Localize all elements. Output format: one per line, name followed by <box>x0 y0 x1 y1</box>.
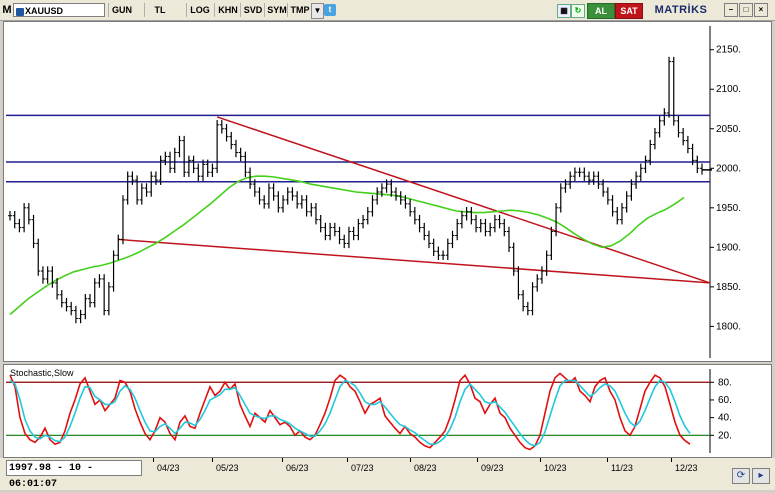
period-button-gun[interactable]: GUN <box>108 3 135 17</box>
stoch-y-tick-label: 20. <box>718 430 732 441</box>
x-tick <box>671 458 672 462</box>
x-tick <box>212 458 213 462</box>
log-scale-button[interactable]: LOG <box>186 3 213 17</box>
minimize-icon[interactable]: – <box>724 3 738 17</box>
x-tick-label: 12/23 <box>675 463 698 473</box>
stoch-y-tick-label: 60. <box>718 395 732 406</box>
symbol-field[interactable]: XAUUSD <box>13 3 105 17</box>
x-tick <box>410 458 411 462</box>
x-tick-label: 09/23 <box>481 463 504 473</box>
x-tick-label: 05/23 <box>216 463 239 473</box>
maximize-icon[interactable]: □ <box>739 3 753 17</box>
app-logo: M <box>2 4 12 16</box>
moving-average-line <box>9 175 685 316</box>
lower-trendline <box>118 238 711 284</box>
x-tick-label: 08/23 <box>414 463 437 473</box>
symbol-icon <box>16 7 24 16</box>
y-tick-label: 1900. <box>716 242 741 253</box>
x-tick <box>347 458 348 462</box>
x-tick-label: 07/23 <box>351 463 374 473</box>
sell-button[interactable]: SAT <box>615 3 643 19</box>
y-tick-label: 2150. <box>716 45 741 56</box>
cursor-readout: 1997.98 - 10 - 06:01:07 <box>6 460 142 490</box>
y-tick-label: 1850. <box>716 282 741 293</box>
x-tick-label: 11/23 <box>611 463 633 473</box>
close-icon[interactable]: × <box>754 3 768 17</box>
stochastic-panel[interactable]: 20. 40. 60. 80. Stochastic,Slow <box>3 364 772 458</box>
dropdown-button[interactable]: ▼ <box>311 3 324 19</box>
y-tick-label: 1950. <box>716 203 741 214</box>
x-tick <box>477 458 478 462</box>
price-chart[interactable]: 1800. 1850. 1900. 1950. 2000. 2050. 2100. 2150. <box>4 22 771 361</box>
y-tick-label: 1800. <box>716 321 741 332</box>
stoch-y-tick-label: 40. <box>718 413 732 424</box>
x-tick-label: 04/23 <box>157 463 180 473</box>
x-tick-label: 06/23 <box>286 463 309 473</box>
stoch-d-line <box>9 379 691 447</box>
x-tick <box>282 458 283 462</box>
x-tick <box>153 458 154 462</box>
refresh-icon[interactable]: ↻ <box>571 4 585 18</box>
stoch-y-tick-label: 80. <box>718 377 732 388</box>
y-tick-label: 2050. <box>716 124 741 135</box>
y-tick-label: 2100. <box>716 84 741 95</box>
x-tick-label: 10/23 <box>544 463 567 473</box>
stoch-k-line <box>9 372 691 451</box>
twitter-icon[interactable]: t <box>324 4 336 16</box>
price-chart-panel[interactable]: 1800. 1850. 1900. 1950. 2000. 2050. 2100. 2150. <box>3 21 772 362</box>
svd-button[interactable]: SVD <box>240 3 265 17</box>
sym-button[interactable]: SYM <box>264 3 289 17</box>
x-tick <box>607 458 608 462</box>
scroll-right-icon[interactable]: ▸ <box>752 468 770 484</box>
stochastic-chart[interactable]: 20. 40. 60. 80. Stochastic,Slow <box>4 365 771 457</box>
stoch-title: Stochastic,Slow <box>10 368 74 378</box>
khn-button[interactable]: KHN <box>214 3 241 17</box>
refresh-nav-icon[interactable]: ⟳ <box>732 468 750 484</box>
y-tick-label: 2000. <box>716 163 741 174</box>
toolbar: M XAUUSD GUN TL LOG KHN SVD SYM TMP ▼ t … <box>0 0 775 21</box>
symbol-label: XAUUSD <box>25 6 64 16</box>
currency-button-tl[interactable]: TL <box>144 3 175 17</box>
brand-logo: MATRİKS <box>654 4 708 16</box>
tmp-button[interactable]: TMP <box>287 3 312 17</box>
falling-trendline <box>216 116 711 284</box>
bottom-bar: 1997.98 - 10 - 06:01:07 04/23 05/23 06/23 0… <box>0 458 775 490</box>
settings-icon[interactable]: ▦ <box>557 4 571 18</box>
buy-button[interactable]: AL <box>587 3 615 19</box>
x-tick <box>540 458 541 462</box>
